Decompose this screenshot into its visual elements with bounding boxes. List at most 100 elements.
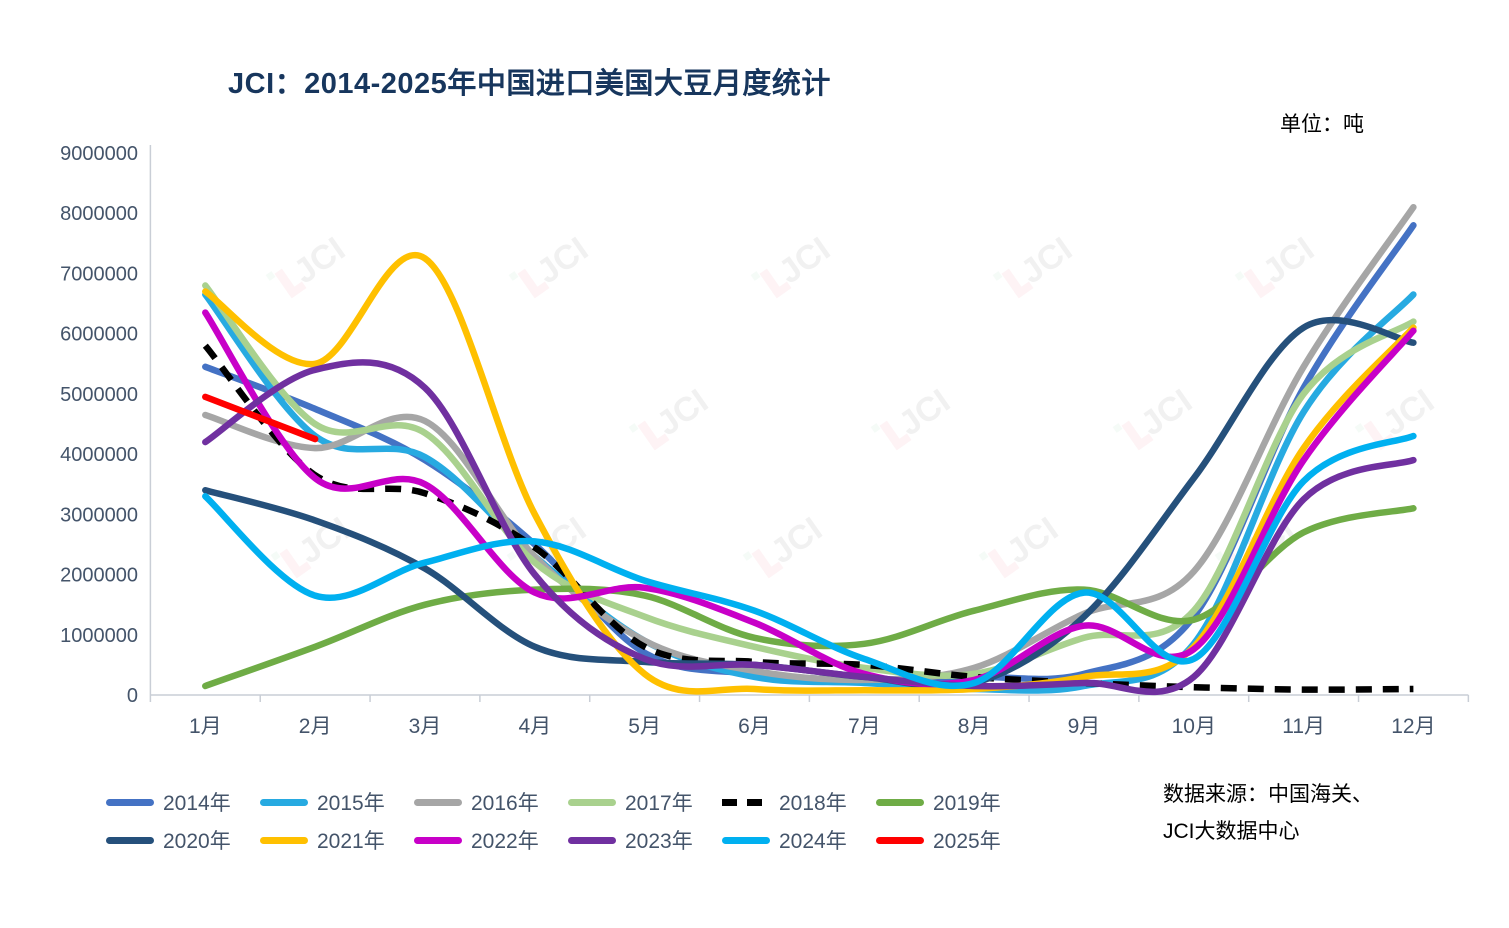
legend-swatch (568, 798, 616, 806)
legend-label: 2020年 (163, 830, 231, 853)
x-tick-label: 4月 (518, 715, 551, 738)
jci-watermark: JCI (750, 230, 837, 299)
jci-watermark: JCI (1234, 230, 1321, 299)
chart-title: JCI：2014-2025年中国进口美国大豆月度统计 (228, 68, 831, 100)
legend-label: 2018年 (779, 792, 847, 815)
legend-swatch (260, 798, 308, 806)
series-line-2015年 (202, 291, 1417, 694)
x-tick-label: 1月 (189, 715, 222, 738)
jci-watermark: JCI (870, 382, 957, 451)
data-source-line1: 数据来源：中国海关、 (1163, 783, 1373, 806)
legend-label: 2024年 (779, 830, 847, 853)
x-tick-label: 5月 (628, 715, 661, 738)
series-line-2021年 (202, 252, 1417, 695)
legend-item-2018年: 2018年 (722, 787, 876, 817)
legend-item-2020年: 2020年 (106, 825, 260, 855)
jci-watermark: JCI (628, 382, 715, 451)
svg-text:JCI: JCI (287, 230, 352, 291)
y-tick-label: 7000000 (60, 263, 138, 285)
legend-item-2017年: 2017年 (568, 787, 722, 817)
svg-text:JCI: JCI (764, 510, 829, 571)
svg-text:JCI: JCI (1256, 230, 1321, 291)
x-tick-label: 2月 (299, 715, 332, 738)
jci-watermark: JCI (265, 230, 352, 299)
series-line-2018年 (202, 343, 1414, 693)
x-tick-label: 11月 (1282, 715, 1325, 738)
legend-item-2014年: 2014年 (106, 787, 260, 817)
legend-item-2022年: 2022年 (414, 825, 568, 855)
chart-legend: 2014年 2015年 2016年 2017年 2018年 2019年 2020年 2021年… (106, 783, 1066, 859)
legend-swatch (414, 798, 462, 806)
legend-label: 2023年 (625, 830, 693, 853)
x-tick-label: 10月 (1172, 715, 1216, 738)
series-line-2024年 (202, 432, 1417, 690)
x-tick-label: 7月 (848, 715, 881, 738)
svg-text:JCI: JCI (1376, 382, 1441, 443)
legend-swatch (568, 836, 616, 844)
series-line-2025年 (202, 393, 319, 443)
legend-item-2015年: 2015年 (260, 787, 414, 817)
legend-item-2016年: 2016年 (414, 787, 568, 817)
svg-text:JCI: JCI (892, 382, 957, 443)
unit-label: 单位：吨 (1280, 113, 1364, 136)
legend-label: 2016年 (471, 792, 539, 815)
y-axis-labels: 0 1000000 2000000 3000000 4000000 5000000 6000… (60, 143, 138, 707)
series-line-2016年 (202, 203, 1417, 684)
axes (149, 145, 1470, 702)
jci-watermark: JCI (992, 230, 1079, 299)
y-tick-label: 6000000 (60, 324, 138, 346)
legend-item-2021年: 2021年 (260, 825, 414, 855)
x-axis-labels: 1月 2月 3月 4月 5月 6月 7月 8月 9月 10月 11月 12月 (189, 715, 1436, 738)
legend-label: 2025年 (933, 830, 1001, 853)
svg-text:JCI: JCI (1000, 510, 1065, 571)
jci-watermark: JCI (508, 230, 595, 299)
y-tick-label: 1000000 (60, 625, 138, 647)
legend-swatch (106, 836, 154, 844)
legend-swatch (260, 836, 308, 844)
legend-item-2024年: 2024年 (722, 825, 876, 855)
jci-watermark: JCI (742, 510, 829, 579)
jci-watermark: JCI (978, 510, 1065, 579)
x-tick-label: 6月 (738, 715, 771, 738)
x-tick-label: 3月 (409, 715, 442, 738)
x-tick-label: 8月 (958, 715, 991, 738)
series-line-2019年 (202, 505, 1417, 690)
data-source-note: 数据来源：中国海关、 JCI大数据中心 (1163, 776, 1373, 850)
series-line-2017年 (202, 282, 1417, 679)
legend-label: 2021年 (317, 830, 385, 853)
series-lines (202, 203, 1417, 695)
svg-text:JCI: JCI (650, 382, 715, 443)
legend-label: 2017年 (625, 792, 693, 815)
legend-item-2023年: 2023年 (568, 825, 722, 855)
legend-label: 2015年 (317, 792, 385, 815)
legend-swatch (722, 836, 770, 844)
legend-item-2019年: 2019年 (876, 787, 1030, 817)
x-tick-label: 12月 (1391, 715, 1435, 738)
legend-row-2: 2020年 2021年 2022年 2023年 2024年 2025年 (106, 821, 1066, 859)
legend-row-1: 2014年 2015年 2016年 2017年 2018年 2019年 (106, 783, 1066, 821)
x-tick-label: 9月 (1068, 715, 1101, 738)
y-tick-label: 0 (127, 685, 138, 707)
legend-swatch (876, 798, 924, 806)
svg-text:JCI: JCI (1014, 230, 1079, 291)
y-tick-label: 9000000 (60, 143, 138, 165)
legend-item-2025年: 2025年 (876, 825, 1030, 855)
series-line-2023年 (202, 359, 1417, 695)
legend-swatch (106, 798, 154, 806)
legend-swatch (414, 836, 462, 844)
jci-watermark: JCI (1112, 382, 1199, 451)
legend-label: 2022年 (471, 830, 539, 853)
series-line-2022年 (202, 309, 1417, 688)
y-tick-label: 4000000 (60, 444, 138, 466)
svg-text:JCI: JCI (1134, 382, 1199, 443)
data-source-line2: JCI大数据中心 (1163, 820, 1300, 843)
y-tick-label: 8000000 (60, 203, 138, 225)
y-tick-label: 3000000 (60, 504, 138, 526)
svg-text:JCI: JCI (530, 230, 595, 291)
legend-swatch (876, 836, 924, 844)
svg-text:JCI: JCI (772, 230, 837, 291)
legend-label: 2014年 (163, 792, 231, 815)
y-tick-label: 5000000 (60, 384, 138, 406)
